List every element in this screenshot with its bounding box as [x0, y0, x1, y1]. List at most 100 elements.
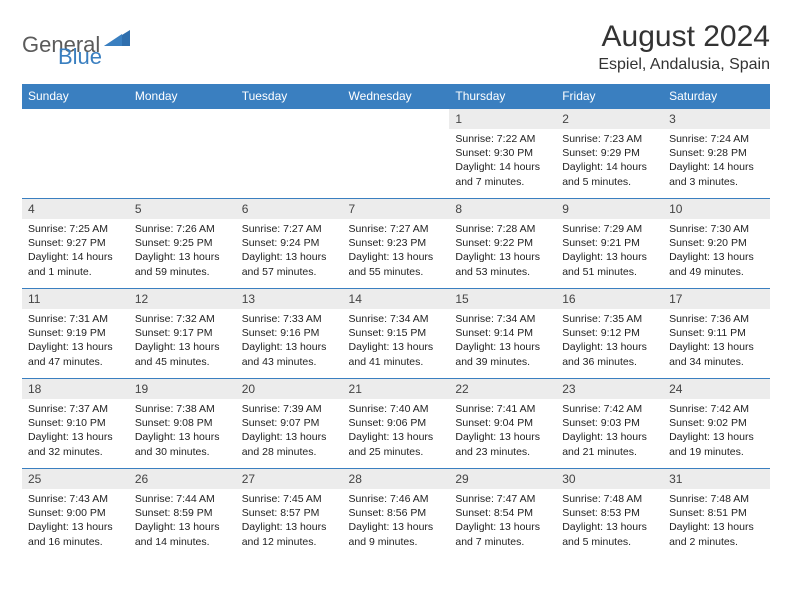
sunrise-text: Sunrise: 7:46 AM [349, 492, 444, 506]
daylight-text: Daylight: 13 hours and 47 minutes. [28, 340, 123, 368]
daylight-text: Daylight: 13 hours and 5 minutes. [562, 520, 657, 548]
day-number [236, 109, 343, 129]
day-number: 8 [449, 199, 556, 219]
cell-body: Sunrise: 7:29 AMSunset: 9:21 PMDaylight:… [556, 219, 663, 285]
sunset-text: Sunset: 9:23 PM [349, 236, 444, 250]
sunrise-text: Sunrise: 7:34 AM [349, 312, 444, 326]
calendar-cell: 16Sunrise: 7:35 AMSunset: 9:12 PMDayligh… [556, 289, 663, 379]
calendar-cell: 15Sunrise: 7:34 AMSunset: 9:14 PMDayligh… [449, 289, 556, 379]
sunset-text: Sunset: 9:20 PM [669, 236, 764, 250]
daylight-text: Daylight: 13 hours and 25 minutes. [349, 430, 444, 458]
cell-body: Sunrise: 7:36 AMSunset: 9:11 PMDaylight:… [663, 309, 770, 375]
sunrise-text: Sunrise: 7:30 AM [669, 222, 764, 236]
sunset-text: Sunset: 9:03 PM [562, 416, 657, 430]
calendar-cell: 9Sunrise: 7:29 AMSunset: 9:21 PMDaylight… [556, 199, 663, 289]
daylight-text: Daylight: 13 hours and 39 minutes. [455, 340, 550, 368]
sunset-text: Sunset: 9:07 PM [242, 416, 337, 430]
daylight-text: Daylight: 13 hours and 9 minutes. [349, 520, 444, 548]
sunset-text: Sunset: 9:10 PM [28, 416, 123, 430]
calendar-cell: 17Sunrise: 7:36 AMSunset: 9:11 PMDayligh… [663, 289, 770, 379]
daylight-text: Daylight: 13 hours and 51 minutes. [562, 250, 657, 278]
calendar-cell: 4Sunrise: 7:25 AMSunset: 9:27 PMDaylight… [22, 199, 129, 289]
cell-body: Sunrise: 7:37 AMSunset: 9:10 PMDaylight:… [22, 399, 129, 465]
day-number [22, 109, 129, 129]
sunset-text: Sunset: 9:30 PM [455, 146, 550, 160]
sunrise-text: Sunrise: 7:31 AM [28, 312, 123, 326]
calendar-cell [236, 109, 343, 199]
cell-body: Sunrise: 7:28 AMSunset: 9:22 PMDaylight:… [449, 219, 556, 285]
calendar-cell: 28Sunrise: 7:46 AMSunset: 8:56 PMDayligh… [343, 469, 450, 559]
day-number: 9 [556, 199, 663, 219]
sunrise-text: Sunrise: 7:29 AM [562, 222, 657, 236]
sunset-text: Sunset: 8:51 PM [669, 506, 764, 520]
sunrise-text: Sunrise: 7:26 AM [135, 222, 230, 236]
daylight-text: Daylight: 13 hours and 14 minutes. [135, 520, 230, 548]
calendar-cell: 12Sunrise: 7:32 AMSunset: 9:17 PMDayligh… [129, 289, 236, 379]
sunrise-text: Sunrise: 7:45 AM [242, 492, 337, 506]
cell-body: Sunrise: 7:22 AMSunset: 9:30 PMDaylight:… [449, 129, 556, 195]
sunrise-text: Sunrise: 7:43 AM [28, 492, 123, 506]
calendar-cell: 22Sunrise: 7:41 AMSunset: 9:04 PMDayligh… [449, 379, 556, 469]
weekday-header: Friday [556, 84, 663, 109]
sunrise-text: Sunrise: 7:39 AM [242, 402, 337, 416]
day-number: 6 [236, 199, 343, 219]
header: General August 2024 Espiel, Andalusia, S… [22, 20, 770, 74]
sunset-text: Sunset: 9:06 PM [349, 416, 444, 430]
daylight-text: Daylight: 13 hours and 41 minutes. [349, 340, 444, 368]
day-number: 30 [556, 469, 663, 489]
calendar-cell: 26Sunrise: 7:44 AMSunset: 8:59 PMDayligh… [129, 469, 236, 559]
weekday-header-row: Sunday Monday Tuesday Wednesday Thursday… [22, 84, 770, 109]
sunset-text: Sunset: 9:16 PM [242, 326, 337, 340]
sunrise-text: Sunrise: 7:25 AM [28, 222, 123, 236]
sunrise-text: Sunrise: 7:35 AM [562, 312, 657, 326]
day-number: 26 [129, 469, 236, 489]
sunset-text: Sunset: 9:19 PM [28, 326, 123, 340]
weekday-header: Tuesday [236, 84, 343, 109]
logo-triangle-icon [104, 28, 130, 51]
daylight-text: Daylight: 13 hours and 43 minutes. [242, 340, 337, 368]
sunset-text: Sunset: 9:22 PM [455, 236, 550, 250]
sunset-text: Sunset: 8:57 PM [242, 506, 337, 520]
calendar-cell: 20Sunrise: 7:39 AMSunset: 9:07 PMDayligh… [236, 379, 343, 469]
daylight-text: Daylight: 13 hours and 49 minutes. [669, 250, 764, 278]
sunrise-text: Sunrise: 7:22 AM [455, 132, 550, 146]
calendar-cell: 5Sunrise: 7:26 AMSunset: 9:25 PMDaylight… [129, 199, 236, 289]
calendar-cell [22, 109, 129, 199]
daylight-text: Daylight: 13 hours and 12 minutes. [242, 520, 337, 548]
cell-body: Sunrise: 7:43 AMSunset: 9:00 PMDaylight:… [22, 489, 129, 555]
logo-text-blue: Blue [58, 44, 102, 69]
calendar-cell: 18Sunrise: 7:37 AMSunset: 9:10 PMDayligh… [22, 379, 129, 469]
calendar-row: 1Sunrise: 7:22 AMSunset: 9:30 PMDaylight… [22, 109, 770, 199]
day-number: 21 [343, 379, 450, 399]
sunrise-text: Sunrise: 7:23 AM [562, 132, 657, 146]
sunset-text: Sunset: 9:00 PM [28, 506, 123, 520]
day-number: 22 [449, 379, 556, 399]
cell-body: Sunrise: 7:32 AMSunset: 9:17 PMDaylight:… [129, 309, 236, 375]
daylight-text: Daylight: 13 hours and 16 minutes. [28, 520, 123, 548]
sunset-text: Sunset: 9:29 PM [562, 146, 657, 160]
sunrise-text: Sunrise: 7:36 AM [669, 312, 764, 326]
sunset-text: Sunset: 9:04 PM [455, 416, 550, 430]
sunrise-text: Sunrise: 7:32 AM [135, 312, 230, 326]
day-number: 5 [129, 199, 236, 219]
calendar-cell: 3Sunrise: 7:24 AMSunset: 9:28 PMDaylight… [663, 109, 770, 199]
sunset-text: Sunset: 9:15 PM [349, 326, 444, 340]
calendar-cell: 1Sunrise: 7:22 AMSunset: 9:30 PMDaylight… [449, 109, 556, 199]
daylight-text: Daylight: 13 hours and 23 minutes. [455, 430, 550, 458]
cell-body: Sunrise: 7:48 AMSunset: 8:51 PMDaylight:… [663, 489, 770, 555]
sunrise-text: Sunrise: 7:44 AM [135, 492, 230, 506]
day-number: 4 [22, 199, 129, 219]
sunrise-text: Sunrise: 7:42 AM [562, 402, 657, 416]
sunset-text: Sunset: 9:25 PM [135, 236, 230, 250]
cell-body: Sunrise: 7:42 AMSunset: 9:03 PMDaylight:… [556, 399, 663, 465]
cell-body: Sunrise: 7:35 AMSunset: 9:12 PMDaylight:… [556, 309, 663, 375]
weekday-header: Saturday [663, 84, 770, 109]
sunset-text: Sunset: 9:12 PM [562, 326, 657, 340]
calendar-row: 11Sunrise: 7:31 AMSunset: 9:19 PMDayligh… [22, 289, 770, 379]
month-title: August 2024 [598, 20, 770, 54]
day-number: 10 [663, 199, 770, 219]
day-number: 12 [129, 289, 236, 309]
daylight-text: Daylight: 13 hours and 55 minutes. [349, 250, 444, 278]
calendar-cell: 13Sunrise: 7:33 AMSunset: 9:16 PMDayligh… [236, 289, 343, 379]
sunrise-text: Sunrise: 7:37 AM [28, 402, 123, 416]
